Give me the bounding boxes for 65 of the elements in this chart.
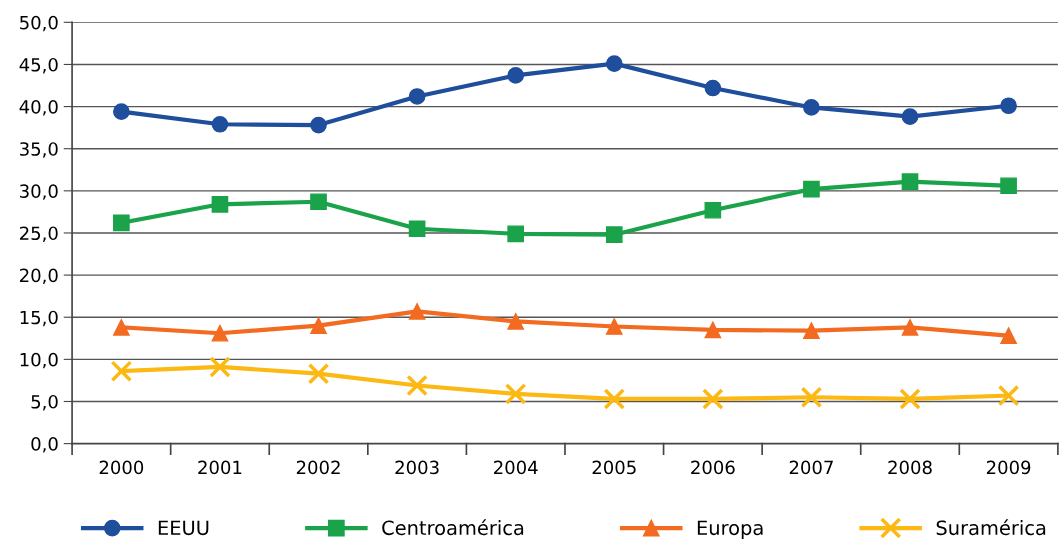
point: [310, 193, 327, 211]
legend-label: Suramérica: [936, 519, 1046, 536]
point: [408, 220, 426, 238]
point: [507, 67, 525, 84]
point: [800, 386, 823, 409]
point: [803, 322, 820, 340]
point: [901, 173, 919, 190]
y-tick-label: 50,0: [20, 15, 58, 32]
point: [901, 108, 919, 126]
point: [702, 388, 724, 410]
point: [1000, 97, 1017, 115]
point: [1000, 327, 1017, 345]
point: [704, 79, 722, 97]
point: [605, 318, 623, 335]
x-tick-label: 2001: [198, 460, 242, 475]
x-tick-label: 2002: [296, 460, 340, 475]
y-tick-label: 30,0: [20, 184, 58, 200]
point: [211, 324, 229, 342]
y-tick-label: 25,0: [20, 226, 58, 242]
legend-label: Europa: [697, 520, 763, 539]
x-tick-label: 2005: [592, 460, 636, 475]
y-tick-label: 45,0: [19, 57, 58, 74]
point: [1000, 177, 1017, 195]
point: [603, 388, 626, 410]
x-tick-label: 2007: [789, 460, 833, 475]
point: [310, 317, 327, 334]
x-tick-label: 2004: [494, 460, 538, 475]
point: [406, 374, 428, 397]
x-tick-label: 2000: [99, 460, 144, 475]
point: [110, 360, 133, 382]
x-tick-label: 2009: [986, 460, 1031, 475]
legend-label: Centroamérica: [382, 519, 524, 536]
x-tick-label: 2008: [888, 460, 932, 475]
point: [211, 195, 229, 213]
x-tick-label: 2006: [691, 460, 735, 475]
y-tick-label: 10,0: [20, 352, 58, 369]
point: [704, 321, 722, 339]
point: [209, 356, 231, 378]
y-tick-label: 5,0: [31, 394, 58, 411]
y-tick-label: 15,0: [20, 310, 58, 327]
point: [507, 225, 525, 243]
point: [997, 384, 1020, 407]
point: [803, 180, 820, 198]
point: [307, 362, 330, 385]
point: [113, 318, 130, 336]
point: [605, 226, 623, 243]
y-tick-label: 0,0: [31, 437, 58, 453]
point: [408, 302, 426, 320]
point: [605, 55, 623, 72]
point: [211, 115, 229, 133]
point: [901, 318, 919, 336]
x-tick-label: 2003: [395, 460, 439, 475]
point: [408, 88, 426, 105]
y-tick-label: 20,0: [20, 268, 58, 285]
point: [310, 116, 327, 134]
y-tick-label: 40,0: [19, 100, 58, 116]
point: [113, 103, 130, 120]
point: [507, 313, 525, 330]
point: [899, 388, 921, 410]
point: [504, 383, 527, 405]
point: [704, 201, 722, 219]
legend-label: EEUU: [158, 520, 209, 536]
point: [803, 99, 820, 116]
y-tick-label: 35,0: [20, 142, 58, 158]
point: [113, 214, 130, 232]
